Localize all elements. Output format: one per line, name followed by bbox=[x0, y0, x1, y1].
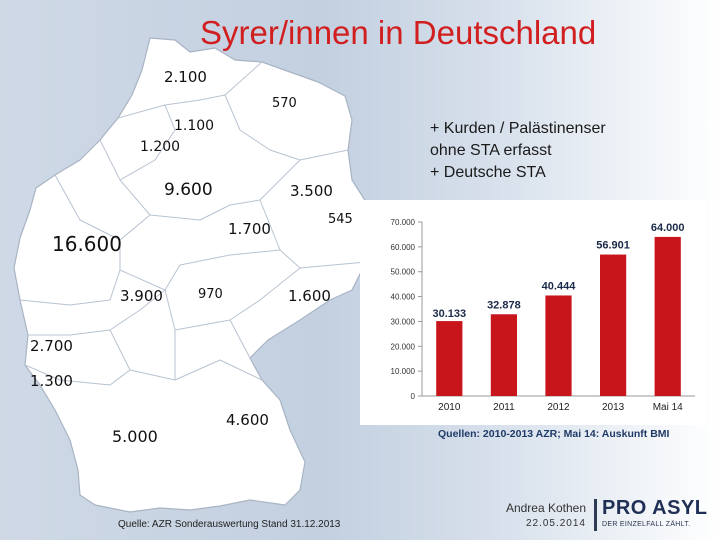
presentation-date: 22.05.2014 bbox=[525, 518, 586, 529]
y-tick-label: 70.000 bbox=[391, 218, 416, 227]
region-value-hamburg: 1.100 bbox=[174, 118, 215, 134]
y-tick-label: 0 bbox=[411, 392, 416, 401]
region-value-bremen: 1.200 bbox=[140, 139, 181, 155]
note-line: + Deutsche STA bbox=[430, 164, 546, 181]
region-value-niedersachsen: 9.600 bbox=[164, 180, 213, 200]
x-tick-label: 2012 bbox=[547, 402, 570, 413]
chart-source: Quellen: 2010-2013 AZR; Mai 14: Auskunft… bbox=[438, 428, 670, 440]
y-tick-label: 10.000 bbox=[391, 367, 416, 376]
bar-chart: 0 10.000 20.000 30.000 40.000 50.000 60.000 70.… bbox=[360, 200, 705, 425]
region-value-rheinland-pfalz: 2.700 bbox=[30, 337, 73, 355]
region-value-thueringen: 970 bbox=[198, 287, 223, 302]
page-title: Syrer/innen in Deutschland bbox=[200, 14, 597, 51]
region-value-sachsen-anhalt: 1.700 bbox=[228, 220, 271, 238]
region-value-baden-wuerttemberg: 5.000 bbox=[112, 427, 158, 446]
x-tick-label: Mai 14 bbox=[653, 402, 683, 413]
region-value-berlin: 3.500 bbox=[290, 182, 333, 200]
region-value-bayern: 4.600 bbox=[226, 411, 269, 429]
author-name: Andrea Kothen bbox=[505, 501, 586, 515]
bar-2010 bbox=[436, 321, 463, 396]
x-tick-label: 2011 bbox=[493, 402, 515, 413]
germany-outline bbox=[13, 37, 369, 513]
x-tick-label: 2010 bbox=[438, 402, 461, 413]
footer-divider bbox=[594, 499, 597, 531]
note-line: + Kurden / Palästinenser bbox=[430, 120, 606, 137]
data-label: 64.000 bbox=[651, 222, 685, 234]
region-value-nordrhein-westfalen: 16.600 bbox=[52, 232, 122, 256]
bar-2013 bbox=[599, 254, 627, 396]
y-tick-label: 20.000 bbox=[391, 342, 416, 351]
data-label: 56.901 bbox=[596, 240, 630, 252]
y-tick-label: 30.000 bbox=[391, 317, 416, 326]
map-source: Quelle: AZR Sonderauswertung Stand 31.12… bbox=[118, 519, 341, 530]
y-tick-label: 60.000 bbox=[391, 243, 416, 252]
y-tick-label: 40.000 bbox=[391, 293, 416, 302]
region-value-saarland: 1.300 bbox=[30, 372, 73, 390]
data-label: 40.444 bbox=[542, 280, 577, 292]
region-value-sachsen: 1.600 bbox=[288, 287, 331, 305]
data-label: 32.878 bbox=[487, 299, 521, 311]
bar-mai-14 bbox=[654, 236, 681, 396]
bar-2012 bbox=[545, 295, 572, 396]
brand-tagline: DER EINZELFALL ZÄHLT. bbox=[602, 521, 691, 528]
region-value-schleswig-holstein: 2.100 bbox=[164, 68, 207, 86]
region-value-hessen: 3.900 bbox=[120, 287, 163, 305]
bar-2011 bbox=[490, 314, 518, 396]
data-label: 30.133 bbox=[432, 308, 466, 320]
chart-background bbox=[360, 200, 705, 425]
region-value-mecklenburg-vorpommern: 570 bbox=[272, 96, 297, 111]
region-value-brandenburg: 545 bbox=[328, 212, 353, 227]
germany-map bbox=[13, 37, 369, 513]
y-tick-label: 50.000 bbox=[391, 268, 416, 277]
x-tick-label: 2013 bbox=[602, 402, 625, 413]
note-line: ohne STA erfasst bbox=[430, 142, 552, 159]
note-box: + Kurden / Palästinenser ohne STA erfass… bbox=[430, 118, 690, 184]
brand-logo: PRO ASYL bbox=[602, 497, 708, 519]
